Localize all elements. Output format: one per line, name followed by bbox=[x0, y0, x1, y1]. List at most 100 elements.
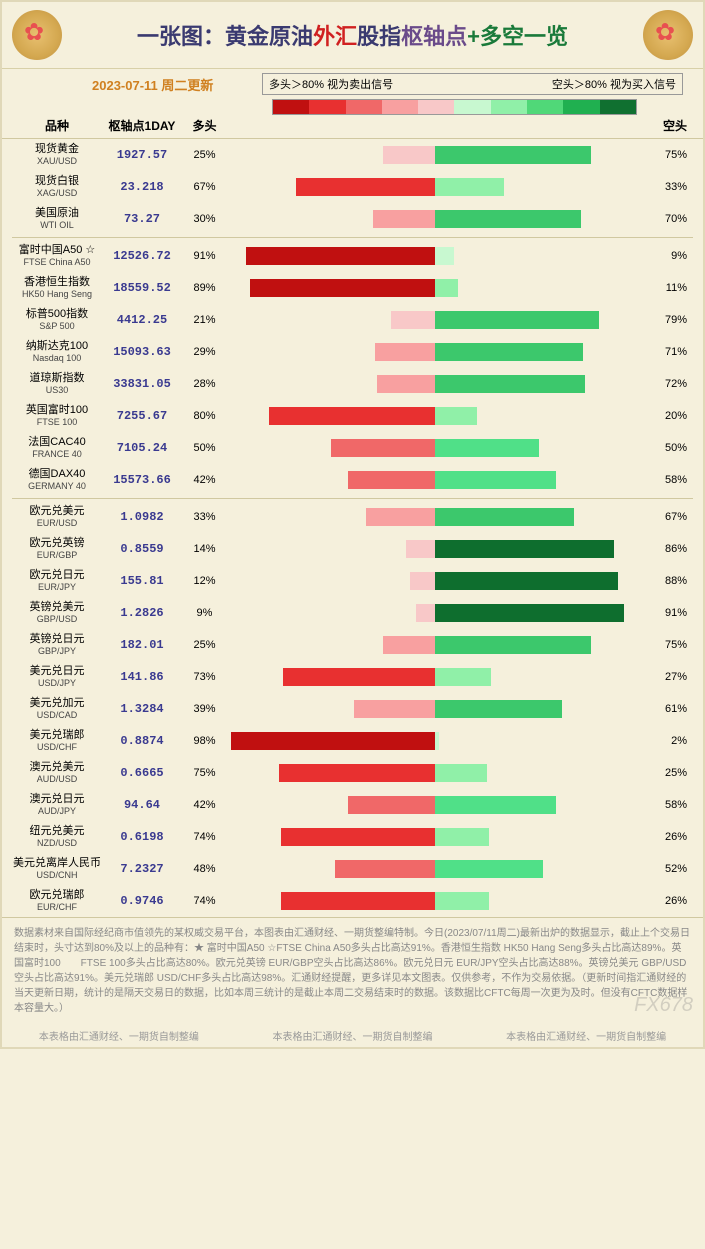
footer-text: 数据素材来自国际经纪商市值领先的某权威交易平台，本图表由汇通财经、一期货整编特制… bbox=[2, 917, 703, 1024]
bar bbox=[227, 210, 643, 228]
data-row: 欧元兑瑞郎EUR/CHF0.974674%26% bbox=[2, 885, 703, 917]
legend-short-text: 空头＞80% 视为买入信号 bbox=[546, 74, 682, 94]
header: 一张图：黄金原油外汇股指枢轴点+多空一览 bbox=[2, 2, 703, 69]
instrument-name: 欧元兑英镑EUR/GBP bbox=[12, 537, 102, 561]
pivot-value: 0.9746 bbox=[102, 894, 182, 908]
col-pivot: 枢轴点1DAY bbox=[102, 117, 182, 134]
instrument-name: 美元兑加元USD/CAD bbox=[12, 697, 102, 721]
short-pct: 27% bbox=[643, 671, 693, 683]
long-pct: 25% bbox=[182, 639, 227, 651]
pivot-value: 18559.52 bbox=[102, 281, 182, 295]
col-short: 空头 bbox=[643, 117, 693, 134]
long-pct: 9% bbox=[182, 607, 227, 619]
long-pct: 48% bbox=[182, 863, 227, 875]
data-row: 纽元兑美元NZD/USD0.619874%26% bbox=[2, 821, 703, 853]
pivot-value: 1.0982 bbox=[102, 510, 182, 524]
bar bbox=[227, 540, 643, 558]
long-pct: 30% bbox=[182, 213, 227, 225]
instrument-name: 欧元兑瑞郎EUR/CHF bbox=[12, 889, 102, 913]
logo-left bbox=[12, 10, 62, 60]
pivot-value: 1.2826 bbox=[102, 606, 182, 620]
bar bbox=[227, 311, 643, 329]
bar bbox=[227, 375, 643, 393]
instrument-name: 香港恒生指数HK50 Hang Seng bbox=[12, 276, 102, 300]
pivot-value: 73.27 bbox=[102, 212, 182, 226]
data-row: 澳元兑美元AUD/USD0.666575%25% bbox=[2, 757, 703, 789]
instrument-name: 欧元兑美元EUR/USD bbox=[12, 505, 102, 529]
instrument-name: 富时中国A50 ☆FTSE China A50 bbox=[12, 244, 102, 268]
short-pct: 61% bbox=[643, 703, 693, 715]
bar bbox=[227, 892, 643, 910]
pivot-value: 7105.24 bbox=[102, 441, 182, 455]
short-pct: 58% bbox=[643, 799, 693, 811]
data-row: 美元兑瑞郎USD/CHF0.887498%2% bbox=[2, 725, 703, 757]
pivot-value: 0.6198 bbox=[102, 830, 182, 844]
data-row: 欧元兑日元EUR/JPY155.8112%88% bbox=[2, 565, 703, 597]
col-name: 品种 bbox=[12, 117, 102, 134]
pivot-value: 15093.63 bbox=[102, 345, 182, 359]
data-row: 纳斯达克100Nasdaq 10015093.6329%71% bbox=[2, 336, 703, 368]
title-p1: 黄金原油 bbox=[225, 24, 313, 49]
short-pct: 75% bbox=[643, 639, 693, 651]
long-pct: 14% bbox=[182, 543, 227, 555]
short-pct: 58% bbox=[643, 474, 693, 486]
short-pct: 70% bbox=[643, 213, 693, 225]
short-pct: 11% bbox=[643, 282, 693, 294]
data-row: 欧元兑英镑EUR/GBP0.855914%86% bbox=[2, 533, 703, 565]
short-pct: 79% bbox=[643, 314, 693, 326]
legend-gradient bbox=[272, 99, 637, 115]
bar bbox=[227, 860, 643, 878]
legend: 多头＞80% 视为卖出信号 空头＞80% 视为买入信号 bbox=[262, 73, 683, 95]
short-pct: 2% bbox=[643, 735, 693, 747]
instrument-name: 英镑兑日元GBP/JPY bbox=[12, 633, 102, 657]
column-headers: 品种 枢轴点1DAY 多头 空头 bbox=[2, 115, 703, 139]
long-pct: 74% bbox=[182, 895, 227, 907]
long-pct: 12% bbox=[182, 575, 227, 587]
long-pct: 91% bbox=[182, 250, 227, 262]
instrument-name: 美国原油WTI OIL bbox=[12, 207, 102, 231]
pivot-value: 1927.57 bbox=[102, 148, 182, 162]
bar bbox=[227, 828, 643, 846]
bar bbox=[227, 732, 643, 750]
bar bbox=[227, 604, 643, 622]
pivot-value: 1.3284 bbox=[102, 702, 182, 716]
pivot-value: 0.8874 bbox=[102, 734, 182, 748]
long-pct: 29% bbox=[182, 346, 227, 358]
instrument-name: 标普500指数S&P 500 bbox=[12, 308, 102, 332]
short-pct: 91% bbox=[643, 607, 693, 619]
long-pct: 28% bbox=[182, 378, 227, 390]
chart-container: 一张图：黄金原油外汇股指枢轴点+多空一览 2023-07-11 周二更新 多头＞… bbox=[0, 0, 705, 1049]
long-pct: 89% bbox=[182, 282, 227, 294]
long-pct: 50% bbox=[182, 442, 227, 454]
long-pct: 98% bbox=[182, 735, 227, 747]
short-pct: 75% bbox=[643, 149, 693, 161]
pivot-value: 4412.25 bbox=[102, 313, 182, 327]
pivot-value: 7.2327 bbox=[102, 862, 182, 876]
pivot-value: 182.01 bbox=[102, 638, 182, 652]
long-pct: 74% bbox=[182, 831, 227, 843]
pivot-value: 94.64 bbox=[102, 798, 182, 812]
data-row: 香港恒生指数HK50 Hang Seng18559.5289% 11% bbox=[2, 272, 703, 304]
footer-credits: 本表格由汇通财经、一期货自制整编 本表格由汇通财经、一期货自制整编 本表格由汇通… bbox=[2, 1024, 703, 1047]
credit-1: 本表格由汇通财经、一期货自制整编 bbox=[39, 1028, 199, 1043]
bar bbox=[227, 343, 643, 361]
short-pct: 72% bbox=[643, 378, 693, 390]
bar bbox=[227, 439, 643, 457]
data-row: 德国DAX40GERMANY 4015573.6642%58% bbox=[2, 464, 703, 496]
credit-2: 本表格由汇通财经、一期货自制整编 bbox=[272, 1028, 432, 1043]
instrument-name: 澳元兑日元AUD/JPY bbox=[12, 793, 102, 817]
long-pct: 42% bbox=[182, 799, 227, 811]
data-row: 澳元兑日元AUD/JPY94.6442% 58% bbox=[2, 789, 703, 821]
credit-3: 本表格由汇通财经、一期货自制整编 bbox=[506, 1028, 666, 1043]
long-pct: 67% bbox=[182, 181, 227, 193]
instrument-name: 现货白银XAG/USD bbox=[12, 175, 102, 199]
legend-long-text: 多头＞80% 视为卖出信号 bbox=[263, 74, 399, 94]
instrument-name: 德国DAX40GERMANY 40 bbox=[12, 468, 102, 492]
instrument-name: 英国富时100FTSE 100 bbox=[12, 404, 102, 428]
bar bbox=[227, 146, 643, 164]
bar bbox=[227, 508, 643, 526]
data-row: 英国富时100FTSE 1007255.6780%20% bbox=[2, 400, 703, 432]
pivot-value: 155.81 bbox=[102, 574, 182, 588]
long-pct: 80% bbox=[182, 410, 227, 422]
short-pct: 33% bbox=[643, 181, 693, 193]
